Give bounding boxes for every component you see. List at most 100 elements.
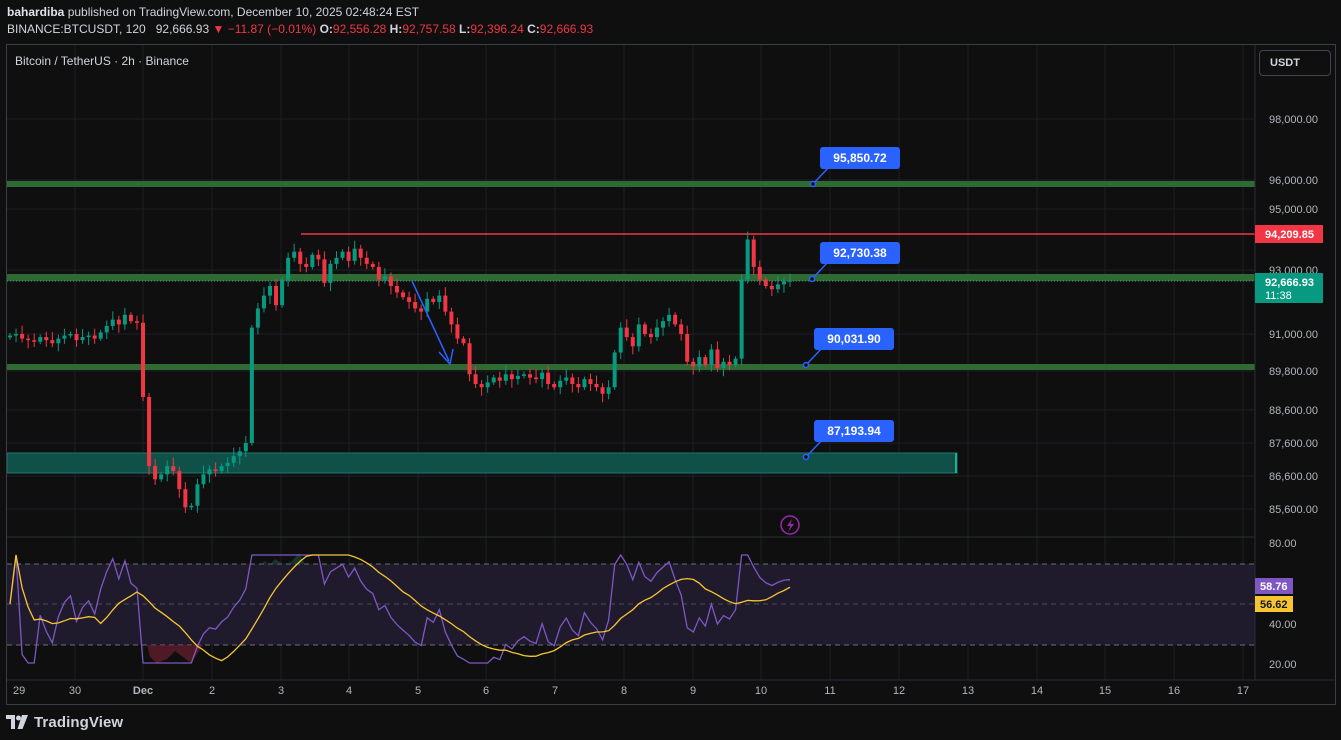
candle — [86, 335, 91, 338]
candle — [304, 263, 309, 267]
candle — [44, 337, 49, 341]
open-label: O: — [319, 22, 333, 36]
candle — [449, 311, 454, 325]
candle — [261, 295, 266, 309]
resistance-price-label: 94,209.85 — [1255, 225, 1323, 243]
candle — [503, 374, 508, 381]
time-tick: 16 — [1168, 685, 1180, 697]
candle — [80, 337, 85, 341]
tradingview-logo[interactable]: TradingView — [6, 709, 123, 735]
time-tick: 8 — [621, 685, 627, 697]
price-axis[interactable]: 98,000.00 96,000.00 95,000.00 93,000.00 … — [1269, 114, 1318, 516]
candle — [62, 335, 67, 339]
rsi-line — [9, 553, 791, 664]
candle — [328, 263, 333, 283]
callout-92730-label: 92,730.38 — [833, 246, 887, 260]
candle — [26, 338, 31, 341]
time-tick: 11 — [824, 685, 835, 697]
candle — [38, 337, 43, 342]
candle — [461, 338, 466, 344]
candle — [92, 335, 97, 339]
candle — [600, 387, 605, 394]
candle — [413, 302, 418, 309]
candle — [382, 276, 387, 280]
callout-92730[interactable]: 92,730.38 — [820, 242, 900, 264]
time-tick: 7 — [552, 685, 558, 697]
candle — [588, 379, 593, 384]
time-tick: 13 — [962, 685, 974, 697]
candle — [594, 384, 599, 388]
level-95850[interactable] — [7, 181, 1255, 187]
author-name[interactable]: bahardiba — [7, 5, 65, 19]
candle — [286, 257, 291, 280]
lightning-icon[interactable] — [780, 515, 800, 535]
candle — [667, 314, 672, 322]
time-tick: 29 — [13, 685, 25, 697]
time-axis[interactable]: 29 30 Dec 2 3 4 5 6 7 8 9 10 11 12 13 14 15 16 17 — [13, 685, 1249, 697]
candle — [237, 451, 242, 457]
currency-button[interactable]: USDT — [1259, 50, 1331, 76]
close-label: C: — [527, 22, 540, 36]
price-tick: 98,000.00 — [1269, 114, 1318, 126]
candle — [788, 280, 792, 282]
candle — [727, 361, 732, 365]
candle — [715, 349, 720, 368]
candle — [618, 327, 623, 353]
callout-95850[interactable]: 95,850.72 — [820, 147, 900, 169]
candle — [74, 334, 79, 341]
publication-header: bahardiba published on TradingView.com, … — [0, 0, 1341, 44]
candle — [558, 380, 563, 388]
candle — [552, 384, 557, 388]
time-tick: 2 — [209, 685, 215, 697]
candle — [473, 374, 478, 384]
candle — [56, 338, 61, 344]
candle — [479, 384, 484, 388]
time-tick: 30 — [69, 685, 81, 697]
callout-95850-label: 95,850.72 — [833, 151, 887, 165]
candle — [122, 314, 127, 325]
time-tick: 6 — [483, 685, 489, 697]
level-92730[interactable] — [7, 274, 1255, 281]
candle — [20, 334, 25, 339]
candle — [274, 286, 279, 306]
high-value: 92,757.58 — [402, 22, 456, 36]
time-tick: 12 — [893, 685, 905, 697]
candle — [576, 384, 581, 388]
rsi-value-label: 58.76 — [1255, 578, 1293, 594]
candle — [509, 374, 514, 380]
candle — [606, 387, 611, 394]
down-arrow-drawing[interactable] — [411, 280, 454, 366]
candle — [564, 377, 569, 381]
candle — [757, 266, 762, 280]
candle — [642, 324, 647, 334]
candle — [225, 462, 230, 467]
time-tick: 3 — [278, 685, 284, 697]
time-tick: 10 — [755, 685, 767, 697]
callout-90031[interactable]: 90,031.90 — [814, 328, 894, 350]
candle — [177, 471, 182, 490]
chart-frame[interactable]: 95,850.72 92,730.38 90,031.90 87,193.94 — [6, 44, 1336, 705]
candle — [425, 298, 430, 312]
candle — [189, 505, 194, 508]
candle — [685, 334, 690, 362]
level-90031[interactable] — [7, 364, 1255, 370]
candle — [745, 239, 750, 280]
rsi-tick: 80.00 — [1269, 538, 1297, 550]
svg-text:58.76: 58.76 — [1260, 581, 1288, 593]
candle — [419, 308, 424, 312]
candle — [171, 466, 176, 472]
time-tick: 15 — [1099, 685, 1111, 697]
callout-87193[interactable]: 87,193.94 — [814, 420, 894, 442]
callout-87193-label: 87,193.94 — [827, 424, 881, 438]
candle — [739, 279, 744, 359]
candle — [733, 358, 738, 365]
candle — [721, 361, 726, 368]
candle — [775, 284, 780, 290]
price-tick: 91,000.00 — [1269, 329, 1318, 341]
candle — [540, 372, 545, 380]
candle — [528, 374, 532, 378]
candle — [521, 374, 526, 376]
rsi-axis[interactable]: 80.00 40.00 20.00 — [1269, 538, 1297, 671]
candle — [648, 334, 653, 338]
chart-canvas[interactable]: 95,850.72 92,730.38 90,031.90 87,193.94 — [7, 45, 1335, 704]
